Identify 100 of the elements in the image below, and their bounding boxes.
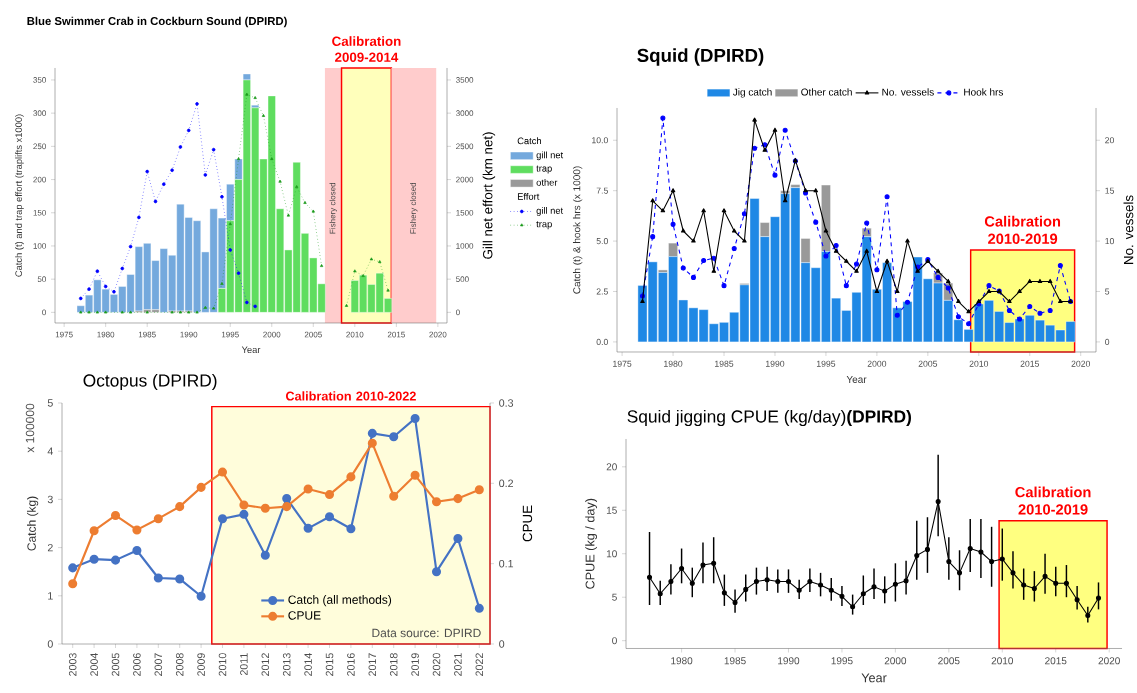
- chart-title: Squid jigging CPUE (kg/day)(DPIRD): [627, 409, 911, 427]
- y2-axis-title: CPUE: [522, 505, 533, 542]
- x-tick-label: 2020: [429, 331, 447, 338]
- x-axis-title: Year: [846, 376, 867, 383]
- x-tick-label: 2010: [991, 657, 1014, 665]
- x-tick-label: 1990: [180, 331, 198, 338]
- y-tick-label: 0.0: [596, 338, 608, 345]
- x-tick-label: 2015: [387, 331, 405, 338]
- x-tick-label: 2020: [432, 653, 441, 676]
- x-tick-label: 2012: [261, 653, 270, 676]
- x-tick-label: 2019: [411, 653, 419, 676]
- x-tick-label: 2005: [918, 360, 938, 367]
- legend-label: gill net: [536, 207, 564, 216]
- band-label: Calibration 2010-2019: [1015, 486, 1091, 515]
- x-tick-label: 2000: [884, 657, 907, 665]
- x-tick-label: 2010: [969, 360, 989, 367]
- y-tick-label: 150: [33, 209, 46, 216]
- x-tick-label: 2009: [197, 653, 205, 676]
- x-tick-label: 1975: [55, 331, 73, 338]
- chart-title: Octopus (DPIRD): [83, 373, 217, 391]
- x-tick-label: 2004: [90, 653, 98, 676]
- x-axis-title: Year: [861, 673, 887, 683]
- y-tick-label: 5: [47, 399, 53, 407]
- band-label: Fishery closed: [329, 182, 337, 234]
- y-tick-label: 0: [47, 640, 53, 648]
- legend-label: gill net: [536, 151, 564, 161]
- x-tick-label: 2018: [389, 653, 398, 676]
- band-label: Fishery closed: [410, 182, 418, 234]
- y2-tick-label: 20: [1105, 137, 1115, 144]
- x-tick-label: 1985: [724, 657, 746, 665]
- x-tick-label: 1995: [816, 360, 836, 367]
- x-tick-label: 2021: [454, 653, 462, 676]
- x-tick-label: 2014: [304, 653, 312, 676]
- y2-tick-label: 3000: [456, 110, 474, 116]
- x-tick-label: 2006: [133, 653, 141, 676]
- x-tick-label: 2015: [1020, 360, 1040, 367]
- x-tick-label: 1975: [613, 360, 632, 367]
- x-tick-label: 2008: [175, 653, 184, 676]
- legend-label: Other catch: [801, 88, 852, 96]
- x-tick-label: 2005: [111, 653, 120, 676]
- chart-title: Squid (DPIRD): [637, 48, 764, 66]
- annotation: Data source: DPIRD: [372, 628, 481, 638]
- y-tick-label: 2: [47, 543, 53, 552]
- x-tick-label: 1985: [138, 331, 156, 338]
- x-tick-label: 2020: [1071, 360, 1091, 367]
- x-tick-label: 1995: [221, 331, 239, 338]
- x-tick-label: 2017: [368, 653, 377, 676]
- y2-tick-label: 0: [499, 640, 505, 648]
- x-tick-label: 2016: [347, 653, 355, 676]
- x-tick-label: 2005: [304, 331, 322, 338]
- legend-label: CPUE: [288, 611, 321, 620]
- legend-label: No. vessels: [882, 88, 934, 96]
- y-tick-label: 10.0: [592, 137, 608, 144]
- y2-tick-label: 1000: [456, 243, 474, 249]
- y2-tick-label: 2000: [456, 176, 474, 183]
- y2-tick-label: 0.2: [499, 479, 514, 488]
- x-tick-label: 1980: [97, 331, 115, 338]
- x-tick-label: 2007: [154, 653, 163, 676]
- y-axis-title: Catch (t) and trap effort (traplifts x1000): [15, 114, 24, 277]
- y2-tick-label: 15: [1105, 187, 1114, 194]
- y-axis-title: Catch (t) & hook hrs (x 1000): [572, 166, 583, 294]
- x-tick-label: 2013: [282, 653, 291, 676]
- y-tick-label: 350: [33, 77, 46, 83]
- x-tick-label: 2020: [1098, 657, 1120, 665]
- x-tick-label: 2015: [1045, 657, 1067, 665]
- x-axis-title: Year: [241, 346, 261, 354]
- y-tick-label: 50: [37, 276, 46, 283]
- y2-tick-label: 3500: [456, 77, 474, 83]
- y-tick-label: 0: [612, 637, 617, 645]
- y-axis-title: CPUE (kg / day): [585, 498, 598, 589]
- x-tick-label: 1980: [664, 360, 683, 367]
- legend-label: Catch (all methods): [288, 595, 392, 607]
- y2-tick-label: 0.1: [499, 559, 514, 568]
- y-tick-label: 10: [606, 550, 617, 558]
- y2-tick-label: 0: [456, 309, 460, 316]
- y-tick-label: 20: [606, 463, 617, 471]
- y-tick-label: 4: [47, 447, 53, 455]
- y-tick-label: 100: [33, 243, 46, 249]
- x-tick-label: 2000: [867, 360, 887, 367]
- y-tick-label: 250: [33, 143, 46, 150]
- y2-tick-label: 500: [456, 276, 469, 283]
- x-tick-label: 2003: [68, 653, 77, 676]
- band-label: Calibration 2010-2022: [285, 391, 416, 401]
- y2-tick-label: 2500: [456, 143, 474, 150]
- y-tick-label: 300: [33, 110, 46, 116]
- y2-axis-title: Gill net effort (km net): [482, 132, 496, 259]
- x-tick-label: 1990: [778, 657, 800, 665]
- y-axis-title: Catch (kg): [27, 496, 39, 551]
- legend-label: Jig catch: [732, 88, 772, 98]
- x-tick-label: 2010: [218, 653, 227, 676]
- text: Effort: [517, 193, 540, 200]
- y-tick-label: 0: [42, 309, 46, 316]
- text: x 100000: [25, 403, 35, 453]
- legend-label: trap: [536, 165, 552, 174]
- y2-tick-label: 5: [1105, 288, 1110, 295]
- chart-title: Blue Swimmer Crab in Cockburn Sound (DPIRD): [27, 16, 287, 28]
- band-label: Calibration 2010-2019: [984, 215, 1061, 244]
- x-tick-label: 2005: [938, 657, 960, 665]
- legend-label: trap: [536, 221, 552, 230]
- x-tick-label: 1985: [715, 360, 734, 367]
